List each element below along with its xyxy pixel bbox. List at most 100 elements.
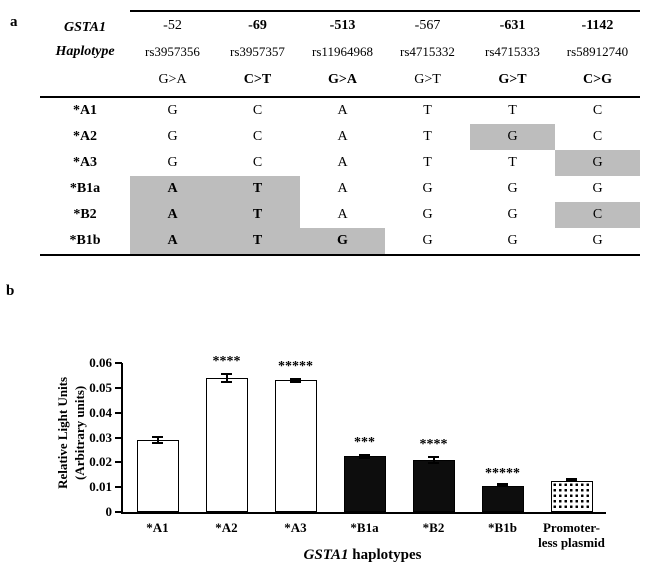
x-tick-label-b1b: *B1b	[488, 520, 517, 535]
haplotype-table: GSTA1 Haplotype -52 -69 -513 -567 -631 -1142 rs3…	[40, 10, 640, 256]
snp-change-1: G>A	[130, 64, 215, 98]
y-tick-mark	[115, 511, 122, 513]
y-tick-mark	[115, 362, 122, 364]
allele-cell: T	[508, 103, 517, 118]
snp-rsid-5: rs4715333	[485, 44, 540, 59]
significance-b2: ****	[419, 437, 448, 453]
panel-b-label: b	[6, 283, 15, 299]
y-tick-mark	[115, 411, 122, 414]
x-tick-label-a3: *A3	[284, 520, 307, 535]
snp-position-3: -513	[300, 10, 385, 40]
bar-b1a	[343, 456, 386, 512]
allele-cell: G	[470, 228, 555, 256]
allele-cell: C	[252, 129, 263, 144]
snp-change-4: G>T	[385, 64, 470, 98]
snp-position-4: -567	[385, 10, 470, 40]
bar-promoter-less-plasmid	[550, 480, 593, 512]
haplotype-row-a3: *A3 G C A T T G	[40, 150, 640, 176]
allele-cell: G	[422, 181, 433, 196]
haplotype-row-b1b: *B1b A T G G G G	[40, 228, 640, 256]
allele-cell: A	[337, 207, 348, 222]
significance-b1b: *****	[485, 465, 520, 481]
x-tick-label-a2: *A2	[215, 520, 238, 535]
allele-cell: G	[167, 155, 178, 170]
x-tick-label-b1a: *B1a	[350, 520, 379, 535]
haplotype-row-b2: *B2 A T A G G C	[40, 202, 640, 228]
allele-cell: C	[592, 103, 603, 118]
x-axis-title: GSTA1 haplotypes	[121, 547, 604, 564]
allele-cell: A	[337, 129, 348, 144]
allele-cell: C	[592, 129, 603, 144]
panel-a-label: a	[10, 14, 18, 30]
error-bar-b1b	[497, 483, 508, 488]
error-bar-promoter-less-plasmid	[566, 478, 577, 483]
y-tick-label: 0	[105, 504, 113, 519]
allele-cell: C	[555, 202, 640, 228]
snp-rsid-2: rs3957357	[230, 44, 285, 59]
allele-cell: A	[337, 181, 348, 196]
snp-rsid-4: rs4715332	[400, 44, 455, 59]
y-tick-label: 0.02	[89, 454, 112, 470]
allele-cell: G	[470, 124, 555, 150]
y-tick-label: 0.05	[89, 379, 112, 395]
significance-b1a: ***	[354, 434, 375, 450]
haplotype-name: *A1	[72, 103, 98, 118]
allele-cell: G	[507, 181, 518, 196]
error-bar-b2	[428, 456, 439, 464]
allele-cell: C	[252, 155, 263, 170]
error-bar-a2	[221, 372, 232, 383]
allele-cell: T	[215, 202, 300, 228]
allele-cell: G	[167, 129, 178, 144]
haplotype-name: *B2	[73, 207, 97, 222]
haplotype-row-b1a: *B1a A T A G G G	[40, 176, 640, 202]
snp-rsid-3: rs11964968	[312, 44, 373, 59]
allele-cell: A	[130, 228, 215, 256]
y-tick-label: 0.04	[89, 404, 112, 420]
error-bar-line	[156, 438, 159, 442]
haplotype-row-a1: *A1 G C A T T C	[40, 97, 640, 124]
bar-a3	[274, 380, 317, 512]
y-tick-mark	[115, 386, 122, 389]
haplotype-row-a2: *A2 G C A T G C	[40, 124, 640, 150]
haplotype-name: *A3	[72, 155, 98, 170]
haplotype-name: *A2	[72, 129, 98, 144]
bar-b2	[412, 459, 455, 512]
haplotype-name: *B1a	[69, 181, 101, 196]
table-corner-line-1: GSTA1	[63, 20, 106, 35]
snp-position-5: -631	[470, 10, 555, 40]
allele-cell: A	[130, 202, 215, 228]
y-tick-label: 0.06	[89, 355, 112, 370]
snp-change-3: G>A	[300, 64, 385, 98]
allele-cell: T	[508, 155, 517, 170]
allele-cell: C	[252, 103, 263, 118]
snp-rsid-6: rs58912740	[566, 44, 629, 59]
snp-change-5: G>T	[470, 64, 555, 98]
allele-cell: A	[130, 176, 215, 202]
bar-a1	[136, 439, 179, 512]
error-bar-line	[363, 455, 366, 457]
allele-cell: G	[555, 228, 640, 256]
y-tick-mark	[115, 436, 122, 439]
x-axis-title-gene: GSTA1	[303, 547, 349, 563]
allele-cell: G	[555, 150, 640, 176]
allele-cell: G	[167, 103, 178, 118]
bar-a2	[205, 377, 248, 512]
error-bar-line	[294, 379, 297, 381]
allele-cell: G	[507, 207, 518, 222]
allele-cell: G	[422, 207, 433, 222]
y-tick-label: 0.01	[89, 479, 112, 495]
x-tick-label-a1: *A1	[146, 520, 169, 535]
error-bar-b1a	[359, 453, 370, 459]
allele-cell: G	[385, 228, 470, 256]
allele-cell: A	[337, 103, 348, 118]
snp-position-6: -1142	[555, 10, 640, 40]
x-tick-label-promoter-less-plasmid: Promoter-less plasmid	[538, 520, 605, 550]
x-axis-title-rest: haplotypes	[348, 547, 422, 563]
allele-cell: T	[423, 129, 432, 144]
table-corner: GSTA1 Haplotype	[40, 11, 130, 98]
y-tick-mark	[115, 486, 122, 489]
allele-cell: T	[423, 103, 432, 118]
significance-a3: *****	[278, 358, 313, 374]
allele-cell: A	[337, 155, 348, 170]
significance-a2: ****	[212, 353, 241, 369]
